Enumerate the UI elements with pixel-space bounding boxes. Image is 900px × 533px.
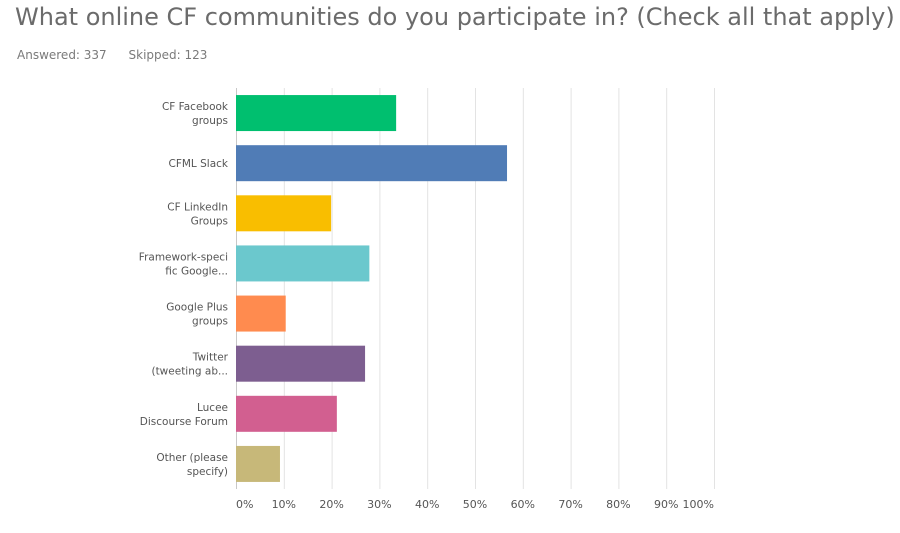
category-label-4-1: groups [192, 316, 228, 328]
category-label-2-0: CF LinkedIn [167, 201, 228, 213]
x-tick-label-90: 90% [654, 498, 678, 511]
bar-2 [236, 195, 332, 232]
category-label-5-1: (tweeting ab... [151, 366, 228, 378]
category-label-3-1: fic Google... [165, 265, 228, 277]
response-stats: Answered: 337 Skipped: 123 [17, 48, 225, 62]
category-label-7-1: specify) [187, 466, 228, 478]
x-tick-label-40: 40% [415, 498, 439, 511]
category-label-6-1: Discourse Forum [140, 416, 228, 428]
x-tick-label-10: 10% [272, 498, 296, 511]
x-tick-label-100: 100% [683, 498, 714, 511]
bar-0 [236, 95, 397, 132]
skipped-count: Skipped: 123 [128, 48, 208, 62]
bar-1 [236, 145, 508, 182]
bar-7 [236, 445, 280, 482]
bar-4 [236, 295, 286, 332]
bar-5 [236, 345, 366, 382]
category-label-7-0: Other (please [156, 452, 228, 464]
answered-count: Answered: 337 [17, 48, 107, 62]
bar-3 [236, 245, 370, 282]
bar-6 [236, 395, 337, 432]
category-label-1-0: CFML Slack [169, 158, 229, 170]
x-tick-label-70: 70% [558, 498, 582, 511]
x-tick-label-0: 0% [236, 498, 253, 511]
x-tick-label-80: 80% [606, 498, 630, 511]
category-label-6-0: Lucee [197, 402, 228, 414]
category-label-4-0: Google Plus [166, 302, 228, 314]
category-label-5-0: Twitter [192, 352, 229, 364]
category-label-0-0: CF Facebook [162, 101, 229, 113]
question-title: What online CF communities do you partic… [15, 3, 895, 31]
category-label-0-1: groups [192, 115, 228, 127]
x-tick-label-30: 30% [367, 498, 391, 511]
category-label-2-1: Groups [191, 215, 228, 227]
category-label-3-0: Framework-speci [139, 251, 228, 263]
x-tick-label-50: 50% [463, 498, 487, 511]
x-tick-label-20: 20% [319, 498, 343, 511]
x-tick-label-60: 60% [511, 498, 535, 511]
